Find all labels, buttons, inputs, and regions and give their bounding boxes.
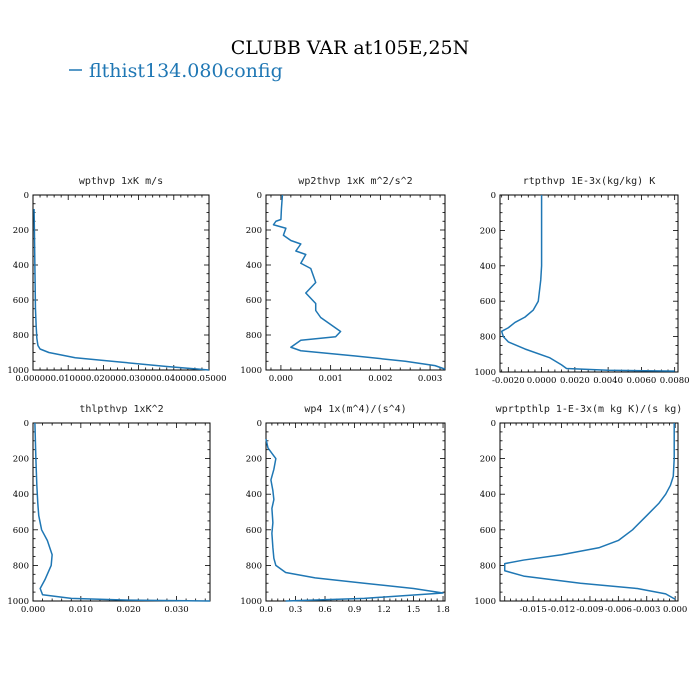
x-tick-label: 0.0080 [660,376,690,386]
x-tick-label: 0.003 [418,374,442,384]
x-tick-label: 0.03000 [121,374,156,384]
subplot-6: wprtpthlp 1-E-3x(m kg K)/(s kg)0 200 400 60… [474,404,687,615]
series-line [34,422,211,602]
y-tick-label: 400 [13,490,29,500]
subplot-title: wpthvp 1xK m/s [79,176,163,187]
x-tick-label: 1.5 [407,605,421,615]
y-tick-label: 0 [491,419,496,429]
y-tick-label: 200 [13,226,29,236]
y-tick-label: 0 [257,191,262,201]
series-line [33,208,210,371]
y-tick-label: 800 [13,331,29,341]
subplot-title: rtpthvp 1E-3x(kg/kg) K [523,176,655,187]
x-tick-label: -0.015 [520,605,547,615]
x-tick-label: 0.00000 [15,374,50,384]
y-tick-label: 800 [13,561,29,571]
plot-frame [32,194,210,371]
x-tick-label: 0.002 [368,374,392,384]
y-tick-label: 1000 [7,597,29,607]
x-tick-label: 0.02000 [86,374,121,384]
y-tick-label: 600 [13,296,29,306]
y-tick-label: 1000 [240,597,262,607]
plot-frame [265,194,446,371]
y-tick-label: 200 [246,226,262,236]
y-tick-label: 800 [246,561,262,571]
x-tick-label: 0.020 [117,605,141,615]
y-tick-label: 200 [480,226,496,236]
x-tick-label: -0.009 [576,605,603,615]
x-tick-label: 0.04000 [156,374,191,384]
x-tick-label: 1.2 [377,605,391,615]
y-tick-label: 800 [246,331,262,341]
y-tick-label: 800 [480,333,496,343]
series-line [272,194,446,370]
subplot-title: wprtpthlp 1-E-3x(m kg K)/(s kg) [496,404,683,415]
figure-title: CLUBB VAR at105E,25N [231,37,470,59]
y-tick-label: 400 [246,261,262,271]
x-tick-label: -0.012 [548,605,575,615]
y-tick-label: 600 [480,526,496,536]
subplot-2: wp2thvp 1xK m^2/s^2 0 200 400 600 800 1000 0.00… [240,176,446,384]
y-tick-label: 600 [246,296,262,306]
y-tick-label: 0 [491,191,496,201]
y-tick-label: 1000 [474,597,496,607]
x-tick-label: 0.0020 [560,376,590,386]
y-tick-label: 600 [246,526,262,536]
x-tick-label: 0.05000 [191,374,226,384]
x-tick-label: 1.8 [436,605,450,615]
y-tick-label: 800 [480,561,496,571]
y-tick-label: 600 [13,526,29,536]
y-tick-label: 200 [480,455,496,465]
x-tick-label: 0.3 [289,605,303,615]
subplot-title: wp4 1x(m^4)/(s^4) [304,404,406,415]
x-tick-label: 0.9 [348,605,362,615]
y-tick-label: 1000 [7,366,29,376]
x-tick-label: 0.0000 [527,376,557,386]
y-tick-label: 400 [480,490,496,500]
x-tick-label: 0.010 [69,605,93,615]
subplot-title: thlpthvp 1xK^2 [79,404,163,415]
y-tick-label: 200 [13,455,29,465]
x-tick-label: -0.006 [605,605,632,615]
y-tick-label: 0 [257,419,262,429]
y-tick-label: 600 [480,297,496,307]
subplot-3: rtpthvp 1E-3x(kg/kg) K 0 200 400 600 800 1000-… [474,176,689,386]
x-tick-label: 0.000 [269,374,293,384]
y-tick-label: 400 [480,262,496,272]
x-tick-label: 0.000 [21,605,45,615]
x-tick-label: -0.0020 [492,376,525,386]
series-line [265,438,444,602]
y-tick-label: 1000 [240,366,262,376]
x-tick-label: 0.030 [164,605,188,615]
series-line [503,423,676,600]
x-tick-label: 0.001 [318,374,342,384]
series-line [500,195,675,372]
legend: flthist134.080config [69,60,283,82]
y-tick-label: 200 [246,455,262,465]
x-tick-label: 0.01000 [51,374,86,384]
x-tick-label: 0.0060 [627,376,657,386]
y-tick-label: 1000 [474,368,496,378]
x-tick-label: 0.6 [318,605,332,615]
x-tick-label: 0.0 [259,605,273,615]
x-tick-label: 0.000 [663,605,687,615]
x-tick-label: -0.003 [633,605,660,615]
legend-label: flthist134.080config [89,60,283,82]
y-tick-label: 400 [13,261,29,271]
plot-frame [499,194,679,373]
subplot-title: wp2thvp 1xK m^2/s^2 [298,176,412,187]
x-tick-label: 0.0040 [593,376,623,386]
plot-frame [32,422,211,602]
y-tick-label: 0 [24,191,29,201]
y-tick-label: 400 [246,490,262,500]
y-tick-label: 0 [24,419,29,429]
